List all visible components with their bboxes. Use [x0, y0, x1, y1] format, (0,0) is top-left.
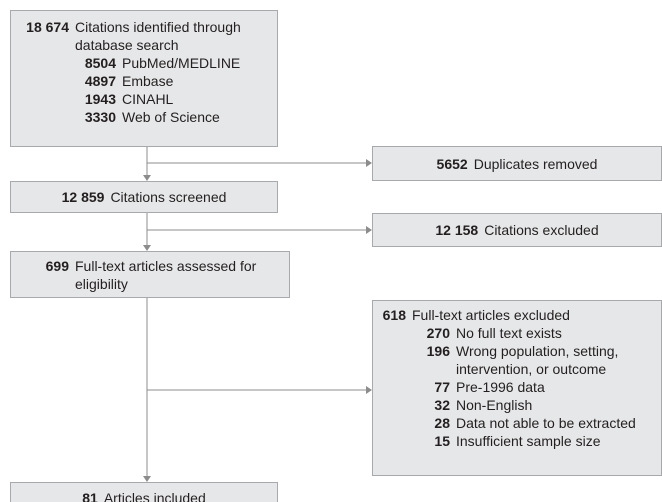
label: Full-text articles excluded — [412, 307, 570, 323]
count: 699 — [45, 258, 69, 274]
arrowhead — [143, 476, 151, 482]
label: CINAHL — [122, 91, 174, 107]
arrowhead — [366, 226, 372, 234]
count: 3330 — [84, 109, 116, 125]
arrowhead — [366, 386, 372, 394]
arrowhead — [366, 159, 372, 167]
count: 77 — [434, 379, 450, 395]
count: 81 — [82, 490, 98, 502]
count: 196 — [426, 343, 450, 359]
count: 12 158 — [435, 222, 479, 238]
identified-box: 18 674 Citations identified through datab… — [10, 10, 278, 147]
count: 4897 — [84, 73, 116, 89]
label: Citations excluded — [484, 222, 599, 238]
count: 28 — [434, 415, 450, 431]
count: 12 859 — [61, 189, 105, 205]
count: 15 — [434, 433, 450, 449]
count: 270 — [426, 325, 450, 341]
label: Insufficient sample size — [456, 433, 601, 449]
count: 618 — [382, 307, 406, 323]
label: PubMed/MEDLINE — [122, 55, 241, 71]
label: Duplicates removed — [473, 155, 598, 172]
arrowhead — [143, 175, 151, 181]
count: 18 674 — [26, 19, 69, 35]
screened-box: 12 859 Citations screened — [10, 181, 278, 213]
label: Wrong population, setting, intervention,… — [456, 343, 619, 377]
excluded-citations-box: 12 158 Citations excluded — [372, 213, 662, 247]
label: Citations identified through database se… — [75, 19, 241, 53]
count: 32 — [434, 397, 450, 413]
assessed-box: 699 Full-text articles assessed for eligi… — [10, 251, 290, 298]
label: No full text exists — [456, 325, 562, 341]
duplicates-box: 5652 Duplicates removed — [372, 146, 662, 181]
label: Web of Science — [122, 109, 220, 125]
count: 5652 — [436, 155, 468, 172]
count: 8504 — [84, 55, 116, 71]
label: Data not able to be extracted — [456, 415, 636, 431]
label: Pre-1996 data — [456, 379, 545, 395]
count: 1943 — [84, 91, 116, 107]
arrowhead — [143, 245, 151, 251]
label: Citations screened — [110, 189, 227, 205]
label: Embase — [122, 73, 174, 89]
included-box: 81 Articles included — [10, 482, 278, 502]
label: Non-English — [456, 397, 533, 413]
label: Full-text articles assessed for eligibil… — [75, 258, 257, 292]
fulltext-excluded-box: 618 Full-text articles excluded 270 No ful… — [372, 300, 662, 476]
label: Articles included — [103, 490, 206, 502]
